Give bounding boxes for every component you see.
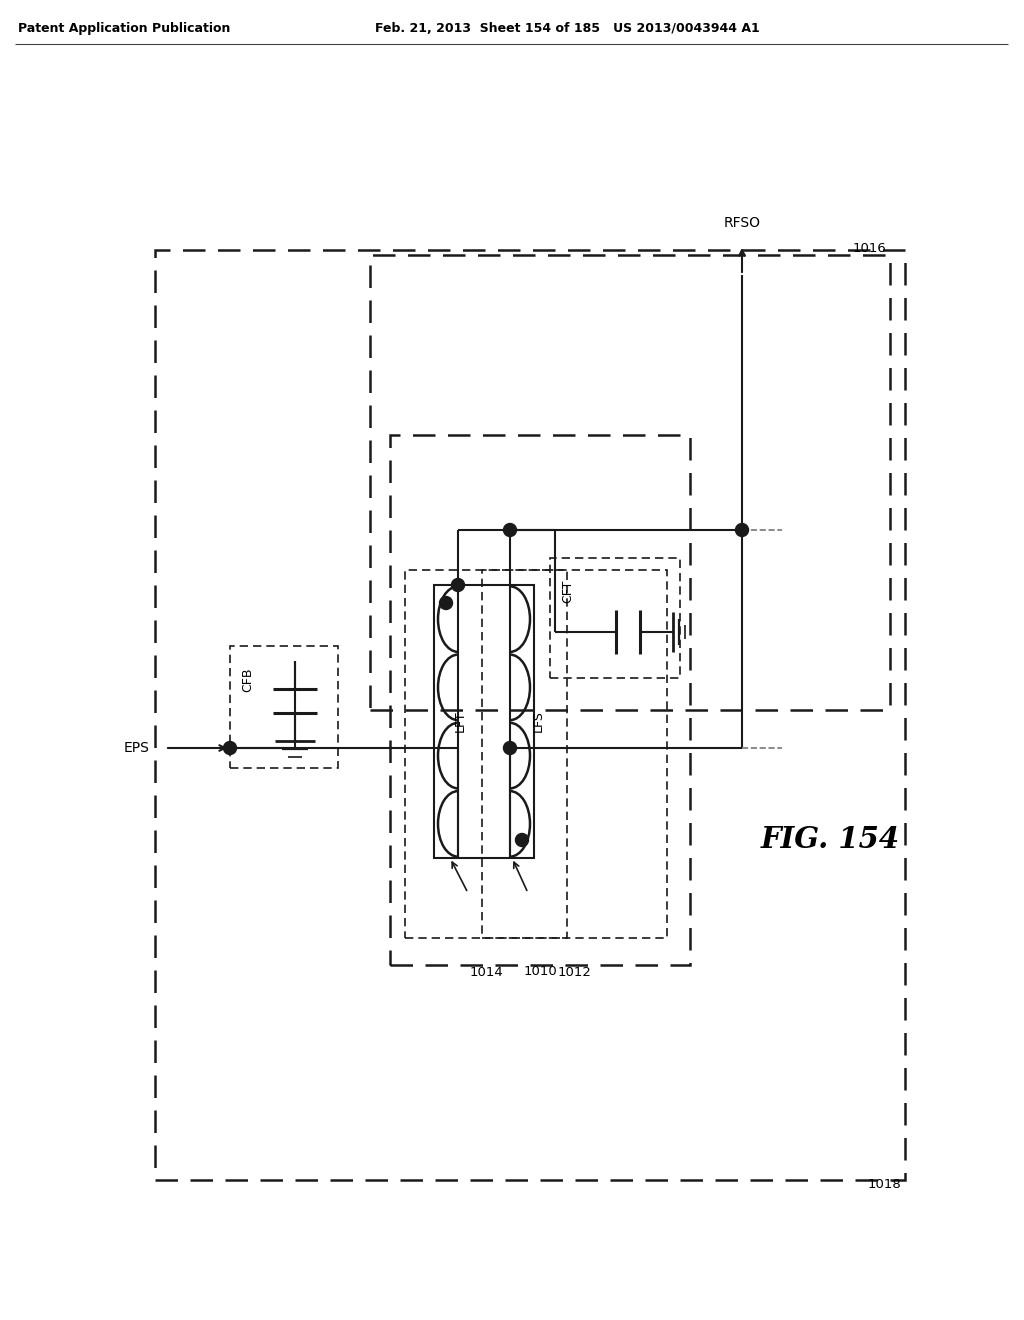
Text: Patent Application Publication: Patent Application Publication bbox=[18, 22, 230, 36]
Text: LFT: LFT bbox=[454, 710, 467, 733]
Text: 1010: 1010 bbox=[523, 965, 557, 978]
Text: EPS: EPS bbox=[124, 741, 150, 755]
Text: CFT: CFT bbox=[561, 579, 574, 603]
Text: RFSO: RFSO bbox=[724, 216, 761, 230]
Text: 1018: 1018 bbox=[867, 1177, 901, 1191]
Circle shape bbox=[735, 524, 749, 536]
Text: LFS: LFS bbox=[531, 710, 545, 733]
Bar bbox=[550, 558, 680, 678]
Bar bbox=[390, 436, 690, 965]
Text: FIG. 154: FIG. 154 bbox=[761, 825, 899, 854]
Bar bbox=[370, 255, 890, 710]
Bar bbox=[230, 645, 338, 768]
Bar bbox=[406, 570, 567, 939]
Text: 1016: 1016 bbox=[852, 242, 886, 255]
Bar bbox=[155, 249, 905, 1180]
Circle shape bbox=[223, 742, 237, 755]
Bar bbox=[482, 570, 667, 939]
Circle shape bbox=[515, 833, 528, 846]
Text: CFB: CFB bbox=[242, 668, 255, 693]
Text: 1012: 1012 bbox=[557, 966, 592, 979]
Circle shape bbox=[504, 524, 516, 536]
Circle shape bbox=[439, 597, 453, 610]
Circle shape bbox=[504, 742, 516, 755]
Bar bbox=[434, 585, 534, 858]
Text: Feb. 21, 2013  Sheet 154 of 185   US 2013/0043944 A1: Feb. 21, 2013 Sheet 154 of 185 US 2013/0… bbox=[375, 22, 760, 36]
Text: 1014: 1014 bbox=[469, 966, 503, 979]
Circle shape bbox=[452, 578, 465, 591]
